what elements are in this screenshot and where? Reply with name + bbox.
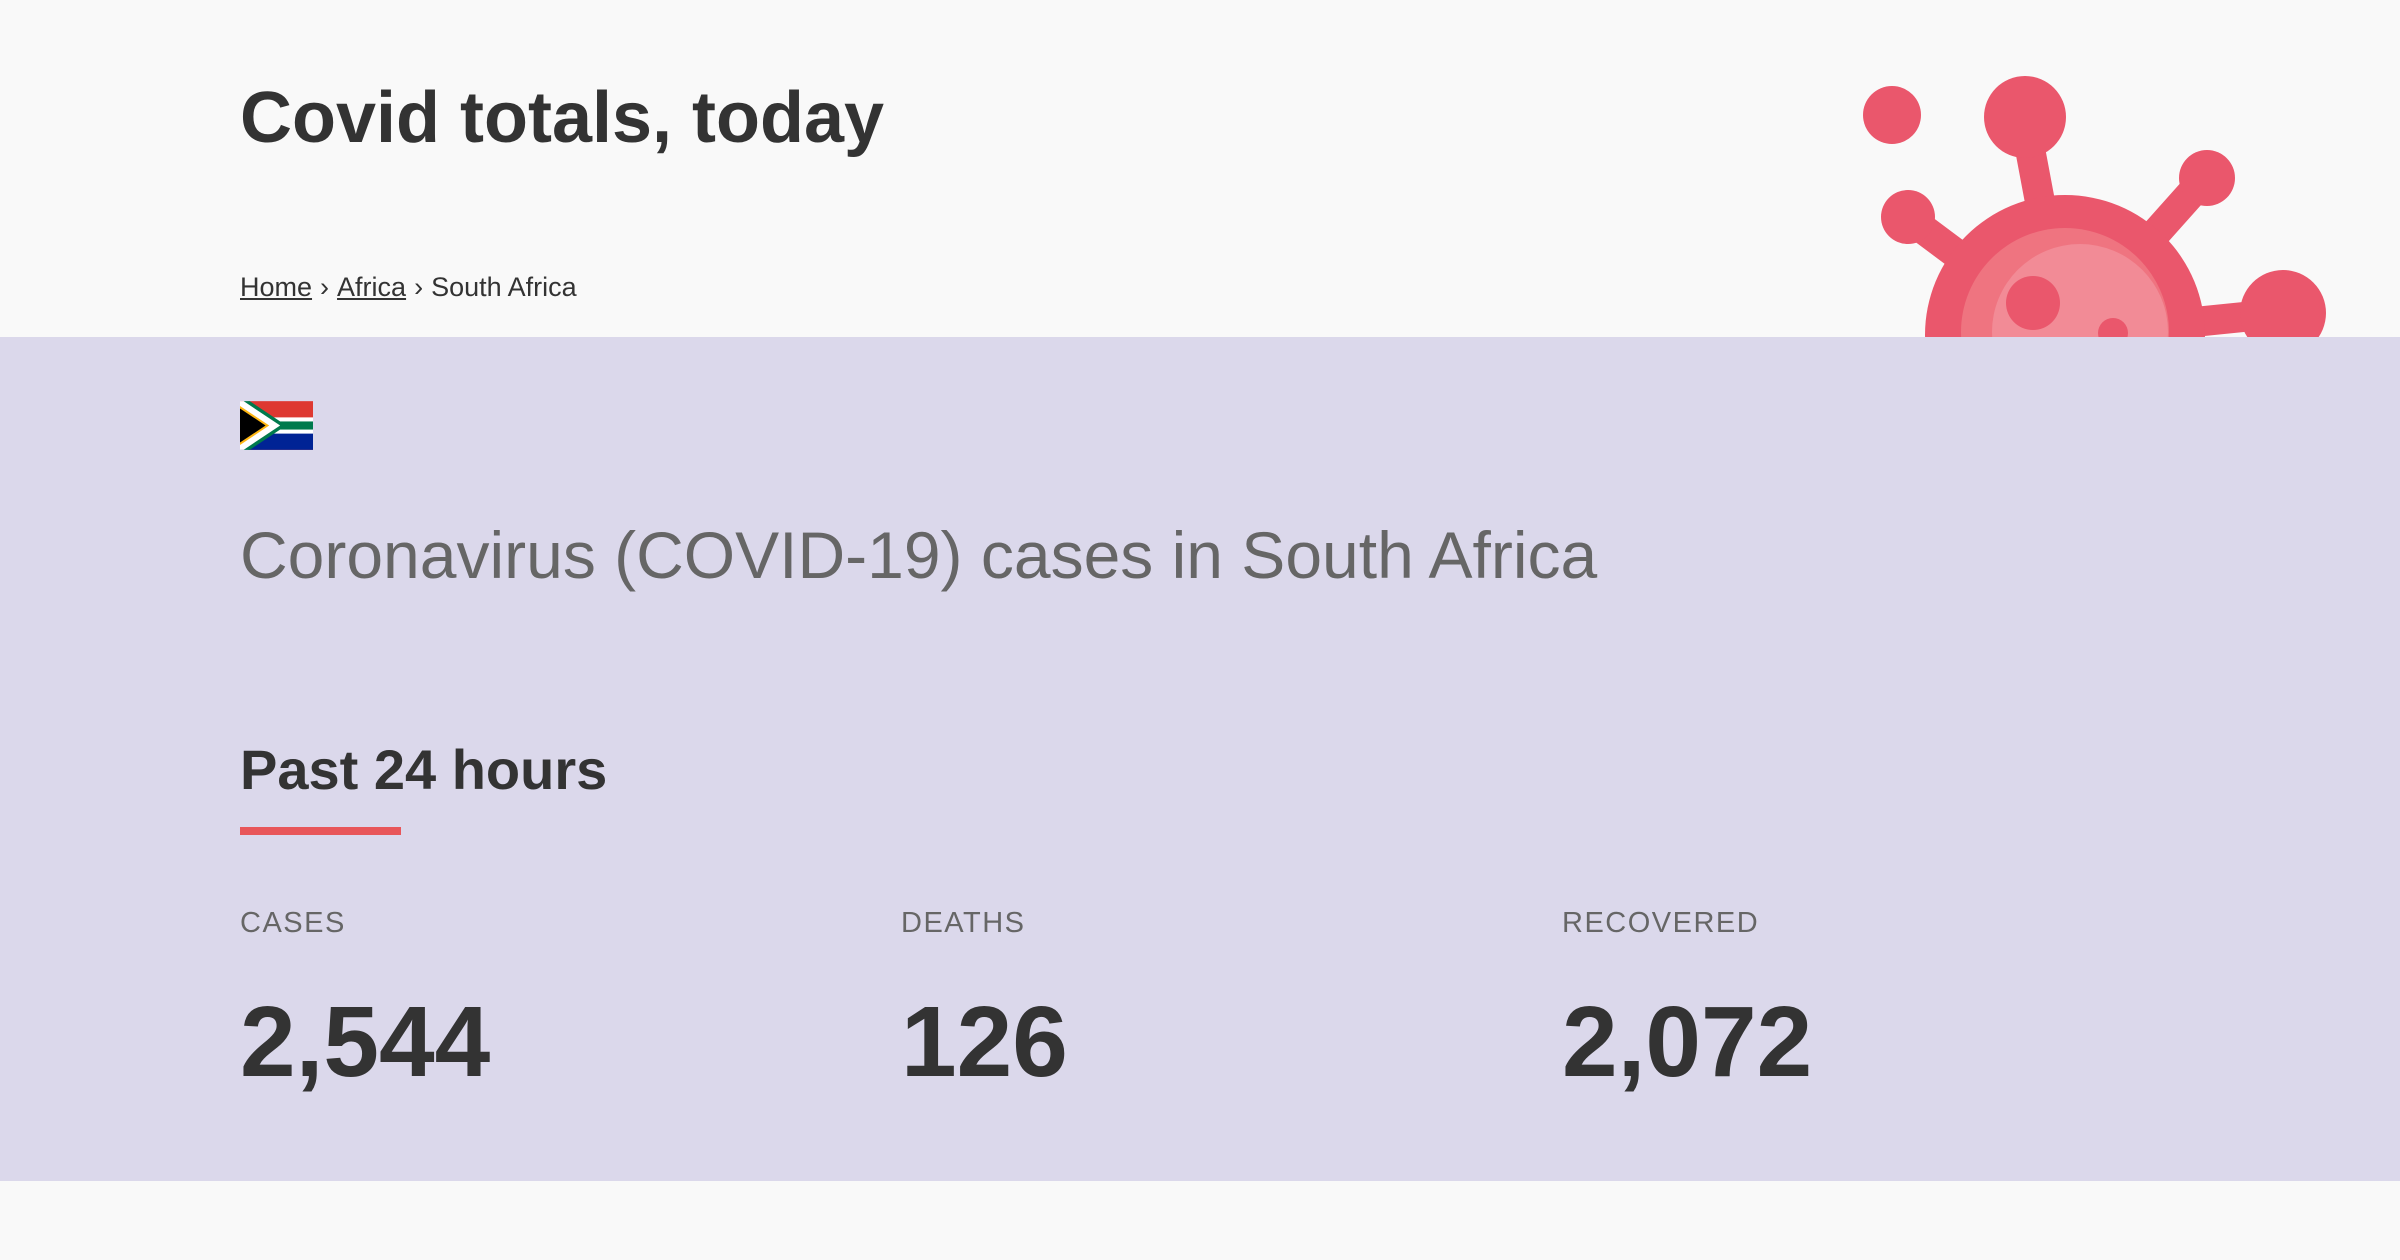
stat-value: 2,072 — [1562, 986, 1813, 1098]
page-title: Covid totals, today — [240, 78, 885, 158]
stat-value: 126 — [901, 986, 1068, 1098]
breadcrumb-home-link[interactable]: Home — [240, 272, 313, 302]
page-header: Covid totals, today Home › Africa › South Af… — [0, 0, 2400, 337]
breadcrumb: Home › Africa › South Africa — [240, 270, 577, 304]
breadcrumb-africa-link[interactable]: Africa — [337, 272, 407, 302]
page-subtitle: Coronavirus (COVID-19) cases in South Af… — [240, 518, 1598, 592]
stat-label: RECOVERED — [1562, 907, 1760, 939]
heading-underline — [240, 827, 401, 835]
breadcrumb-separator: › — [320, 272, 330, 302]
stat-label: DEATHS — [901, 907, 1026, 939]
stat-cases: CASES 2,544 — [240, 905, 490, 1097]
stat-recovered: RECOVERED 2,072 — [1562, 905, 1812, 1097]
stat-deaths: DEATHS 126 — [901, 905, 1068, 1097]
stat-value: 2,544 — [240, 986, 491, 1098]
period-heading: Past 24 hours — [240, 738, 608, 801]
breadcrumb-current: South Africa — [431, 272, 577, 302]
south-africa-flag-icon — [240, 401, 313, 450]
stat-label: CASES — [240, 907, 346, 939]
stats-section: Coronavirus (COVID-19) cases in South Af… — [0, 337, 2400, 1181]
breadcrumb-separator: › — [414, 272, 424, 302]
